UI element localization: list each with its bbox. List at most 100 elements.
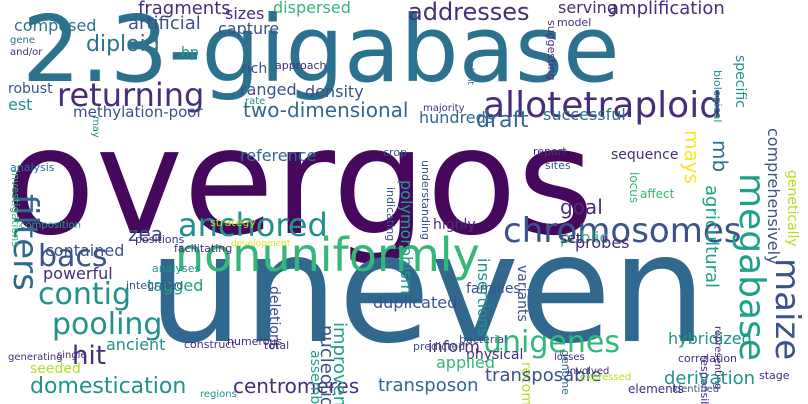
- word-specific: specific: [732, 55, 748, 108]
- word-zea: zea: [128, 222, 164, 246]
- word-addresses: addresses: [408, 0, 530, 26]
- word-construct: construct: [184, 338, 236, 351]
- word-polymorphism: polymorphism: [397, 180, 416, 295]
- word-facilitating: facilitating: [174, 242, 233, 255]
- word-density: density: [305, 82, 364, 101]
- word-assemblies: assemblies: [307, 350, 323, 404]
- word-ancient: ancient: [106, 335, 166, 354]
- word-sizes: sizes: [225, 4, 265, 23]
- word-artificial: artificial: [128, 13, 201, 34]
- word-biological: biological: [711, 70, 724, 123]
- word-applied: applied: [436, 353, 496, 372]
- word-chromosomes: chromosomes: [503, 211, 742, 251]
- word-correlation: correlation: [678, 352, 738, 365]
- word-transposon: transposon: [378, 375, 479, 396]
- word-fragments: fragments: [138, 0, 231, 19]
- word-est: est: [8, 95, 33, 114]
- word-analyses: analyses: [152, 262, 201, 275]
- word-majority: majority: [423, 103, 465, 114]
- word-seeded: seeded: [30, 361, 81, 377]
- word-total: total: [264, 339, 290, 352]
- word-affect: affect: [640, 187, 675, 201]
- word-rate: rate: [245, 96, 266, 107]
- word-composed: composed: [14, 16, 97, 35]
- word-hit: hit: [72, 341, 106, 371]
- word-serving: serving: [558, 0, 617, 17]
- word-2-3-gigabase: 2.3-gigabase: [22, 0, 620, 103]
- word-numerous: numerous: [227, 335, 283, 348]
- word-draft: draft: [476, 108, 529, 133]
- word-anchored: anchored: [178, 206, 328, 244]
- word-tagged: tagged: [147, 276, 204, 295]
- word-losses: losses: [554, 352, 585, 363]
- word-methylation-poor: methylation-poor: [73, 103, 203, 121]
- word-successful: successful: [543, 105, 626, 124]
- word-identified: identified: [672, 384, 720, 395]
- word-amplification: amplification: [608, 0, 725, 19]
- word-public: public: [560, 228, 609, 247]
- word-composition: composition: [20, 220, 81, 231]
- word-elements: elements: [628, 382, 684, 396]
- word-positions: positions: [135, 233, 185, 246]
- word-families: families: [466, 281, 521, 297]
- word-predicted: predicted: [413, 340, 466, 353]
- word-bacterial: bacterial: [459, 333, 508, 346]
- word-maize: maize: [767, 258, 807, 361]
- word-rich: rich: [241, 61, 268, 77]
- word-dispersed: dispersed: [273, 0, 351, 17]
- word-returning: returning: [57, 76, 205, 114]
- word-overgos: overgos: [5, 96, 595, 268]
- word-highly: highly: [433, 217, 476, 233]
- word-suggesting: suggesting: [545, 20, 558, 81]
- word-investigations: investigations: [9, 170, 22, 247]
- word-physical: physical: [466, 347, 524, 363]
- word-capture: capture: [218, 19, 280, 38]
- word-ranged: ranged: [240, 80, 297, 99]
- word-uneven: uneven: [148, 203, 707, 377]
- word-bacs: bacs: [38, 239, 108, 274]
- word-indicating: indicating: [384, 187, 397, 242]
- word-reference: reference: [240, 146, 317, 165]
- word-variants: variants: [514, 265, 530, 322]
- word-development: development: [231, 239, 291, 249]
- word-expressed: expressed: [580, 372, 632, 383]
- word-genetically: genetically: [784, 170, 800, 247]
- word-derivation: derivation: [664, 368, 756, 389]
- word-understanding: understanding: [419, 160, 432, 240]
- word-locus: locus: [627, 172, 641, 204]
- word-probes: probes: [575, 233, 630, 252]
- word-diploid: diploid: [86, 32, 160, 57]
- word-report: report: [533, 145, 567, 158]
- word-powerful: powerful: [43, 264, 113, 283]
- word-insertions: insertions: [474, 258, 493, 337]
- word-single: single: [57, 350, 87, 361]
- word-generating: generating: [8, 352, 63, 363]
- word-plant: plant: [465, 62, 475, 85]
- word-two-dimensional: two-dimensional: [243, 98, 409, 122]
- word-transposable: transposable: [485, 365, 602, 386]
- word-domestication: domestication: [30, 374, 187, 399]
- word-pooling: pooling: [52, 307, 163, 342]
- word-regions: regions: [200, 389, 237, 400]
- word-inform: inform: [428, 337, 480, 356]
- word-and-or: and/or: [10, 47, 43, 58]
- word-set: set: [560, 231, 582, 247]
- word-hundreds: hundreds: [419, 108, 495, 127]
- word-stage: stage: [759, 369, 790, 382]
- word-unigenes: unigenes: [483, 325, 620, 360]
- word-sequence: sequence: [611, 147, 679, 163]
- word-mb: mb: [708, 140, 732, 173]
- word-approach: approach: [275, 59, 327, 72]
- word-duplicated: duplicated: [373, 293, 458, 312]
- word-involved: involved: [567, 366, 610, 377]
- word-contained: contained: [45, 241, 125, 260]
- word-strategy: strategy: [210, 216, 256, 229]
- word-crop: crop: [383, 146, 408, 159]
- word-analysis: analysis: [10, 161, 55, 174]
- word-comprehensively: comprehensively: [764, 128, 783, 265]
- word-allotetraploid: allotetraploid: [483, 85, 723, 126]
- word-model: model: [557, 16, 592, 29]
- word-centromeres: centromeres: [233, 374, 360, 398]
- word-robust: robust: [8, 81, 53, 97]
